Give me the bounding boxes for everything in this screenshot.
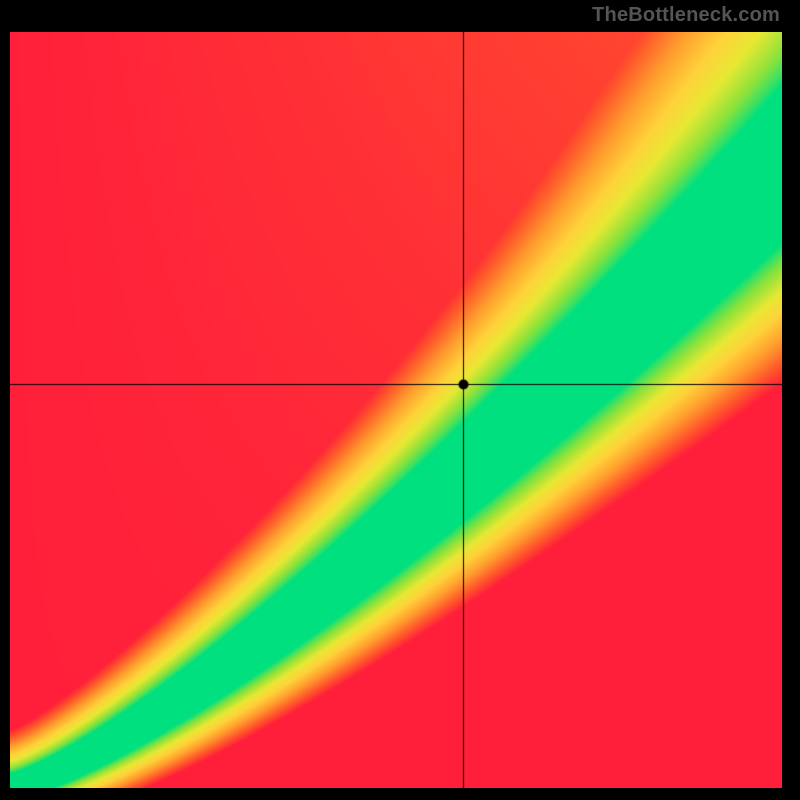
watermark-text: TheBottleneck.com [592,4,780,27]
bottleneck-heatmap [10,32,782,788]
chart-container: TheBottleneck.com [0,0,800,800]
